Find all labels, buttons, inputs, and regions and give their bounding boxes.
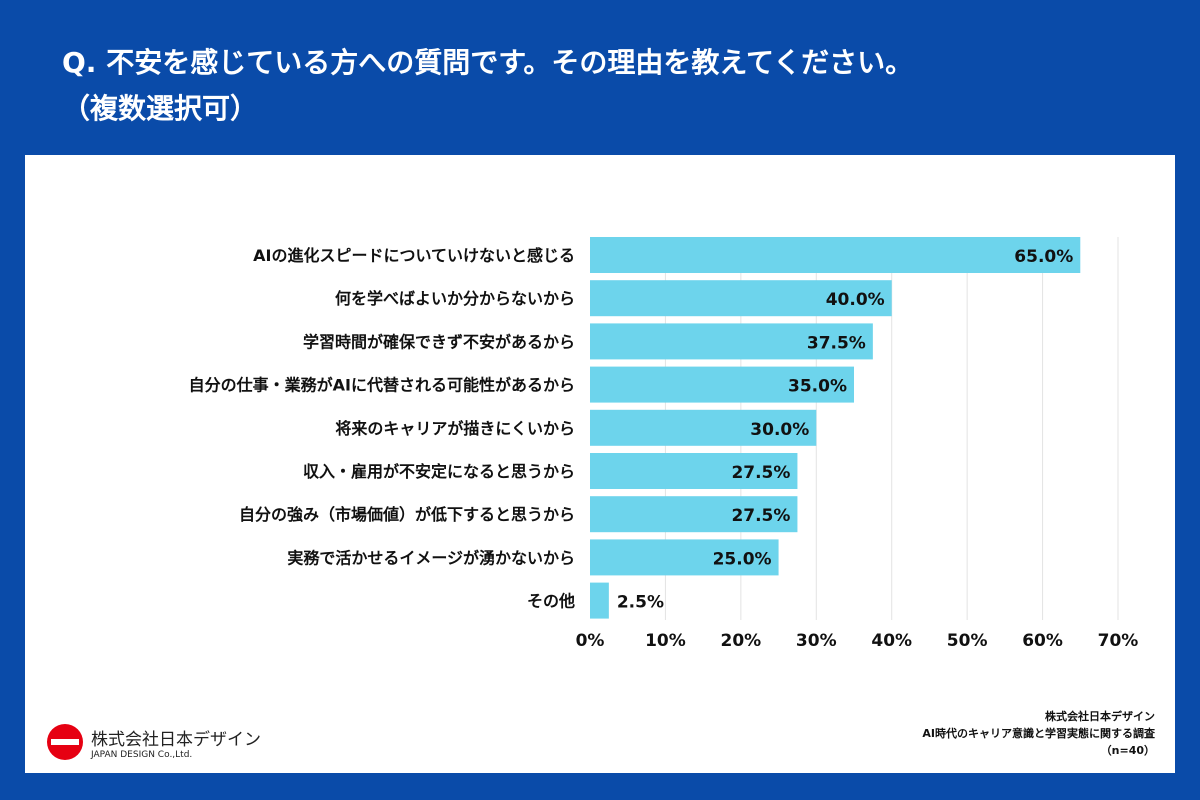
data-label: 40.0% — [826, 290, 885, 310]
category-label: 収入・雇用が不安定になると思うから — [303, 462, 575, 481]
x-tick-label: 20% — [721, 631, 762, 651]
bar — [590, 366, 854, 403]
x-tick-label: 70% — [1098, 631, 1139, 651]
logo-mark-icon — [47, 724, 83, 760]
data-label: 37.5% — [807, 333, 866, 353]
x-tick-label: 30% — [796, 631, 837, 651]
x-tick-label: 0% — [576, 631, 605, 651]
source-company: 株式会社日本デザイン — [1045, 710, 1155, 723]
bar — [590, 409, 817, 446]
logo-sub: JAPAN DESIGN Co.,Ltd. — [91, 749, 193, 760]
category-label: 自分の仕事・業務がAIに代替される可能性があるから — [189, 376, 575, 395]
source-sample: （n=40） — [1100, 744, 1155, 757]
category-label: 学習時間が確保できず不安があるから — [303, 332, 575, 351]
category-label: 自分の強み（市場価値）が低下すると思うから — [239, 505, 575, 524]
data-label: 25.0% — [713, 549, 772, 569]
bar — [590, 453, 798, 489]
logo-name: 株式会社日本デザイン — [91, 729, 261, 750]
title-line-1: Q. 不安を感じている方への質問です。その理由を教えてください。 — [62, 46, 914, 79]
category-label: 実務で活かせるイメージが湧かないから — [287, 548, 575, 567]
title-line-2: （複数選択可） — [62, 92, 259, 125]
category-label: 何を学べばよいか分からないから — [335, 289, 575, 308]
chart-title: Q. 不安を感じている方への質問です。その理由を教えてください。 （複数選択可） — [62, 40, 913, 132]
x-tick-label: 40% — [871, 631, 912, 651]
x-tick-label: 50% — [947, 631, 988, 651]
data-label: 27.5% — [731, 463, 790, 483]
data-label: 27.5% — [731, 506, 790, 526]
bar — [590, 323, 873, 360]
source-note: 株式会社日本デザイン AI時代のキャリア意識と学習実態に関する調査 （n=40） — [922, 708, 1155, 759]
bar — [590, 280, 892, 317]
bar — [590, 539, 779, 576]
bar — [590, 496, 798, 533]
category-label: 将来のキャリアが描きにくいから — [335, 419, 575, 438]
x-tick-label: 60% — [1022, 631, 1063, 651]
bar — [590, 237, 1081, 273]
category-label: その他 — [527, 592, 575, 611]
data-label: 35.0% — [788, 377, 847, 397]
source-survey: AI時代のキャリア意識と学習実態に関する調査 — [922, 727, 1155, 740]
category-label: AIの進化スピードについていけないと感じる — [253, 246, 575, 265]
company-logo: 株式会社日本デザイン JAPAN DESIGN Co.,Ltd. — [45, 722, 261, 762]
data-label: 65.0% — [1014, 247, 1073, 267]
bar — [590, 582, 609, 619]
data-label: 30.0% — [750, 420, 809, 440]
data-label: 2.5% — [617, 593, 664, 613]
x-tick-label: 10% — [645, 631, 686, 651]
